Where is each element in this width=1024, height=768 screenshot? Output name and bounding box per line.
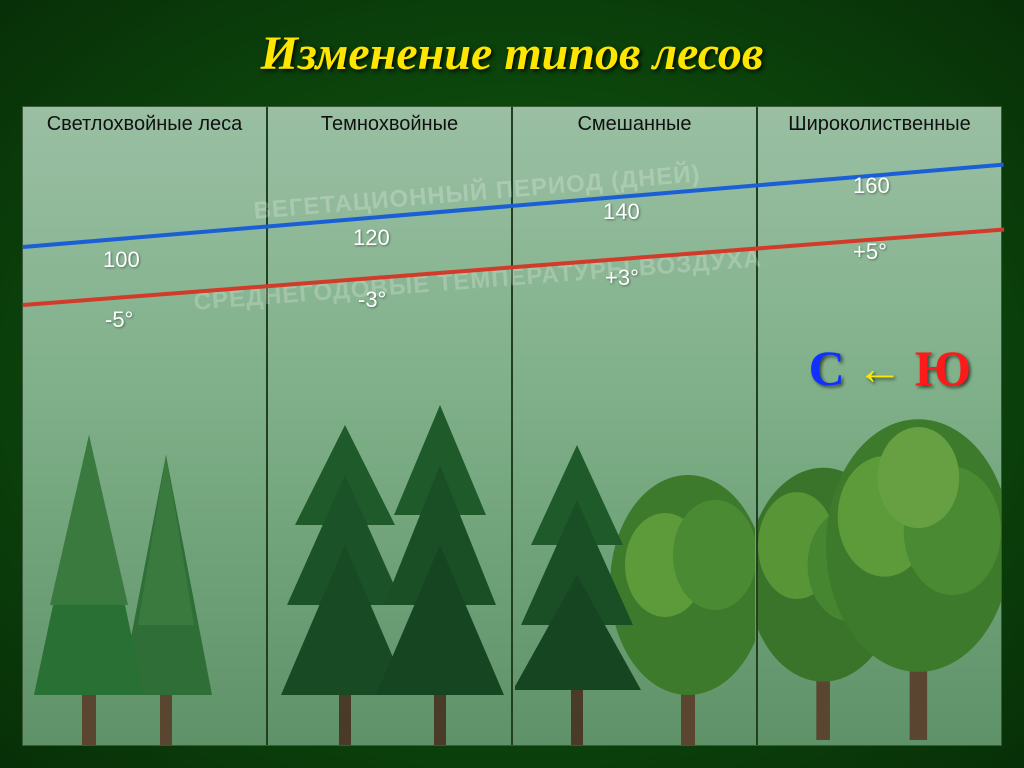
direction-north: С	[809, 339, 845, 397]
veg-val-1: 100	[103, 247, 140, 273]
tree-icon	[758, 385, 1001, 745]
direction-indicator: С ← Ю	[809, 339, 971, 397]
slide-title: Изменение типов лесов	[0, 0, 1024, 81]
veg-val-3: 140	[603, 199, 640, 225]
temp-val-2: -3°	[358, 287, 386, 313]
arrow-left-icon: ←	[857, 342, 903, 395]
col-label: Смешанные	[513, 113, 756, 136]
col-broadleaf: Широколиственные	[758, 107, 1001, 745]
tree-icon	[275, 405, 505, 745]
forest-chart: Светлохвойные леса	[22, 106, 1002, 746]
temp-val-3: +3°	[605, 265, 639, 291]
col-label: Светлохвойные леса	[23, 113, 266, 136]
veg-val-2: 120	[353, 225, 390, 251]
trees-mixed	[513, 405, 756, 745]
tree-icon	[30, 425, 260, 745]
temp-val-4: +5°	[853, 239, 887, 265]
trees-light-conifer	[23, 405, 266, 745]
tree-icon	[515, 405, 755, 745]
temp-val-1: -5°	[105, 307, 133, 333]
trees-dark-conifer	[268, 405, 511, 745]
col-label: Широколиственные	[758, 113, 1001, 136]
direction-south: Ю	[915, 339, 971, 397]
col-light-conifer: Светлохвойные леса	[23, 107, 268, 745]
col-label: Темнохвойные	[268, 113, 511, 136]
veg-val-4: 160	[853, 173, 890, 199]
trees-broadleaf	[758, 405, 1001, 745]
